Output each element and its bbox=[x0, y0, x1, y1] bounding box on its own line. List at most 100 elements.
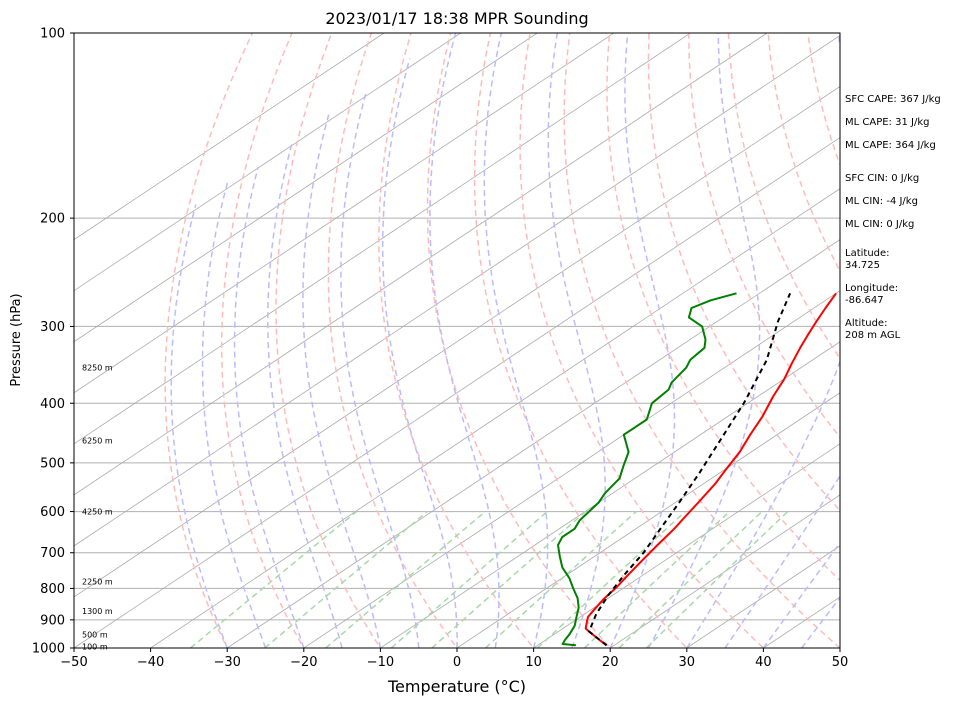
y-tick-label: 200 bbox=[40, 212, 65, 227]
isotherm-line bbox=[74, 33, 768, 496]
ml-cin-text-2: ML CIN: 0 J/kg bbox=[845, 219, 915, 230]
moist-adiabat-line bbox=[233, 166, 305, 648]
mixing-ratio-line bbox=[484, 511, 637, 648]
y-tick-label: 1000 bbox=[32, 642, 65, 657]
x-tick-label: 50 bbox=[832, 655, 849, 670]
moist-adiabat-line bbox=[340, 92, 420, 648]
isotherm-line bbox=[226, 239, 840, 648]
moist-adiabat-line bbox=[201, 182, 267, 648]
moist-adiabat-line bbox=[170, 204, 228, 648]
isotherm-line bbox=[74, 137, 840, 648]
dewpoint-trace bbox=[557, 292, 737, 647]
mixing-ratio-line bbox=[390, 511, 548, 648]
isotherm-line bbox=[609, 494, 840, 648]
height-labels: 8250 m 6250 m 4250 m 2250 m 1300 m 500 m 100 m bbox=[82, 364, 113, 652]
dry-adiabat-line bbox=[647, 33, 840, 512]
height-label: 500 m bbox=[82, 630, 108, 639]
ml-cape-text: ML CAPE: 31 J/kg bbox=[845, 117, 930, 128]
moist-adiabat-line bbox=[381, 58, 458, 648]
moist-adiabat-line bbox=[267, 141, 343, 648]
y-axis-ticks: 100 200 300 400 500 600 700 800 900 1000 bbox=[32, 27, 74, 657]
x-tick-label: 40 bbox=[755, 655, 772, 670]
x-tick-label: 0 bbox=[453, 655, 461, 670]
isotherm-line bbox=[686, 545, 840, 648]
mixing-ratio-line bbox=[325, 511, 486, 648]
moist-adiabat-line bbox=[801, 596, 840, 648]
sfc-cin-text: SFC CIN: 0 J/kg bbox=[845, 173, 920, 184]
x-axis-ticks: −50 −40 −30 −20 −10 0 10 20 30 40 50 bbox=[60, 648, 848, 670]
isotherm-line bbox=[74, 34, 840, 547]
sfc-cape-text: SFC CAPE: 367 J/kg bbox=[845, 94, 941, 105]
moist-adiabat-line bbox=[547, 33, 606, 648]
mixing-ratio-line bbox=[645, 511, 789, 648]
y-tick-label: 300 bbox=[40, 320, 65, 335]
dry-adiabat-line bbox=[164, 33, 253, 648]
x-tick-label: 10 bbox=[525, 655, 542, 670]
series-layer bbox=[557, 292, 837, 647]
isotherm-line bbox=[532, 443, 840, 648]
isotherm-line bbox=[74, 33, 692, 445]
y-tick-label: 500 bbox=[40, 456, 65, 471]
x-tick-label: −20 bbox=[290, 655, 317, 670]
moist-adiabat-line bbox=[429, 33, 500, 648]
latitude-value: 34.725 bbox=[845, 260, 880, 271]
height-label: 4250 m bbox=[82, 508, 113, 517]
isotherm-line bbox=[303, 290, 840, 648]
isotherm-line bbox=[379, 341, 840, 648]
height-label: 1300 m bbox=[82, 607, 113, 616]
isotherm-line bbox=[149, 188, 840, 648]
x-tick-label: −40 bbox=[137, 655, 164, 670]
dry-adiabat-line bbox=[327, 33, 458, 648]
chart-title: 2023/01/17 18:38 MPR Sounding bbox=[325, 9, 588, 28]
temperature-trace bbox=[584, 292, 837, 647]
moist-adiabat-line bbox=[724, 474, 840, 648]
moist-adiabat-line bbox=[609, 33, 676, 648]
dry-adiabat-line bbox=[426, 33, 612, 648]
height-label: 6250 m bbox=[82, 437, 113, 446]
latitude-label: Latitude: bbox=[845, 248, 890, 259]
background-thermo-lines bbox=[74, 33, 840, 648]
y-tick-label: 800 bbox=[40, 582, 65, 597]
dry-adiabat-line bbox=[727, 33, 840, 360]
isotherm-line bbox=[74, 33, 539, 343]
longitude-value: -86.647 bbox=[845, 295, 884, 306]
moist-adiabat-line bbox=[647, 33, 761, 648]
ml-cin-text: ML CIN: -4 J/kg bbox=[845, 196, 918, 207]
isotherm-line bbox=[74, 86, 840, 598]
mixing-ratio-line bbox=[190, 511, 358, 648]
y-tick-label: 700 bbox=[40, 546, 65, 561]
moist-adiabat-line bbox=[302, 113, 382, 648]
moist-adiabat-line bbox=[483, 33, 549, 648]
dry-adiabat-line bbox=[378, 33, 535, 648]
dry-adiabat-line bbox=[220, 33, 305, 648]
longitude-label: Longitude: bbox=[845, 283, 899, 294]
ml-cape-text-2: ML CAPE: 364 J/kg bbox=[845, 140, 936, 151]
dry-adiabat-line bbox=[606, 33, 840, 582]
x-tick-label: 30 bbox=[679, 655, 696, 670]
mixing-ratio-line bbox=[431, 511, 587, 648]
height-label: 2250 m bbox=[82, 578, 113, 587]
dry-adiabat-line bbox=[687, 33, 840, 439]
dry-adiabat-line bbox=[473, 33, 688, 648]
moist-adiabat-line bbox=[762, 541, 840, 648]
altitude-label: Altitude: bbox=[845, 318, 888, 329]
sounding-info-panel: SFC CAPE: 367 J/kg ML CAPE: 31 J/kg ML C… bbox=[845, 94, 957, 342]
moist-adiabat-line bbox=[686, 33, 840, 648]
isotherm-line bbox=[74, 33, 462, 292]
dry-adiabat-line bbox=[275, 33, 382, 648]
dry-adiabat-line bbox=[519, 33, 765, 648]
y-tick-label: 400 bbox=[40, 397, 65, 412]
mixing-ratio-line bbox=[264, 511, 428, 648]
parcel-path-trace bbox=[588, 292, 792, 647]
height-label: 8250 m bbox=[82, 364, 113, 373]
height-label: 100 m bbox=[82, 643, 108, 652]
x-tick-label: 20 bbox=[602, 655, 619, 670]
x-axis-label: Temperature (°C) bbox=[387, 677, 526, 696]
x-tick-label: −10 bbox=[367, 655, 394, 670]
y-axis-label: Pressure (hPa) bbox=[9, 293, 24, 386]
x-tick-label: −50 bbox=[60, 655, 87, 670]
y-tick-label: 900 bbox=[40, 613, 65, 628]
y-tick-label: 600 bbox=[40, 505, 65, 520]
